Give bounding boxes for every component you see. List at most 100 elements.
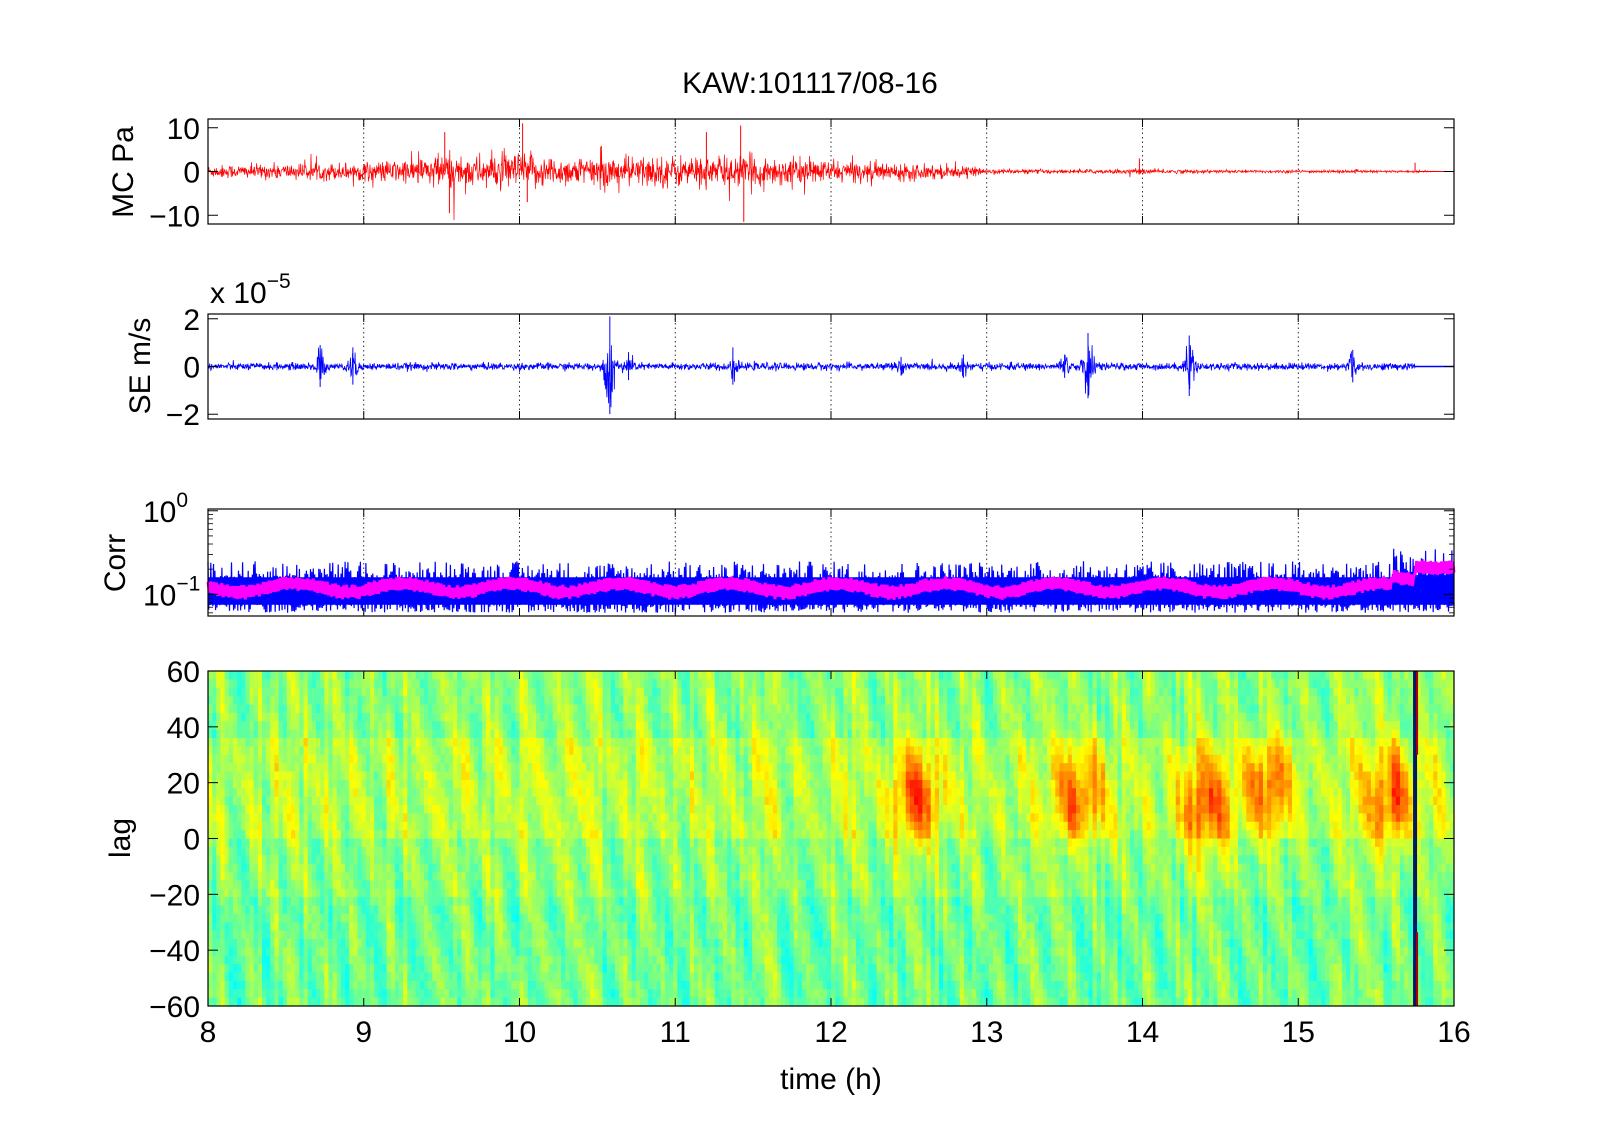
heatmap-cell (544, 771, 550, 781)
heatmap-cell (502, 771, 508, 781)
heatmap-cell (224, 805, 230, 814)
heatmap-cell (639, 872, 645, 881)
heatmap-cell (394, 771, 400, 781)
heatmap-cell (303, 704, 309, 714)
heatmap-cell (365, 880, 371, 890)
heatmap-cell (606, 888, 612, 898)
heatmap-cell (440, 805, 446, 814)
heatmap-cell (411, 838, 417, 848)
heatmap-cell (685, 796, 691, 806)
heatmap-cell (299, 872, 305, 881)
heatmap-cell (411, 989, 417, 999)
heatmap-cell (291, 805, 296, 814)
heatmap-cell (444, 980, 450, 990)
heatmap-cell (644, 779, 649, 789)
heatmap-cell (669, 821, 674, 831)
heatmap-cell (585, 763, 591, 773)
heatmap-cell (237, 712, 242, 722)
heatmap-cell (689, 888, 695, 898)
heatmap-cell (619, 980, 624, 990)
heatmap-cell (216, 805, 222, 814)
heatmap-cell (315, 738, 321, 747)
heatmap-cell (673, 855, 678, 865)
heatmap-cell (365, 679, 371, 689)
heatmap-cell (411, 997, 417, 1007)
heatmap-cell (224, 671, 230, 680)
heatmap-cell (677, 830, 683, 840)
heatmap-cell (494, 813, 500, 823)
heatmap-cell (291, 872, 296, 881)
heatmap-cell (669, 846, 674, 856)
heatmap-cell (565, 696, 570, 706)
heatmap-cell (656, 897, 662, 907)
heatmap-cell (394, 696, 400, 706)
heatmap-cell (444, 696, 450, 706)
heatmap-cell (644, 947, 649, 957)
heatmap-cell (407, 863, 413, 873)
heatmap-cell (282, 679, 288, 689)
heatmap-cell (245, 813, 251, 823)
heatmap-cell (419, 796, 425, 806)
heatmap-cell (619, 964, 624, 974)
heatmap-cell (569, 721, 575, 731)
heatmap-cell (448, 754, 454, 764)
heatmap-cell (519, 997, 525, 1007)
heatmap-cell (440, 939, 446, 948)
heatmap-cell (639, 746, 645, 756)
heatmap-cell (461, 788, 467, 798)
heatmap-cell (428, 830, 433, 840)
heatmap-cell (324, 796, 330, 806)
heatmap-cell (556, 872, 562, 881)
heatmap-cell (556, 779, 562, 789)
heatmap-cell (232, 712, 238, 722)
heatmap-cell (594, 964, 600, 974)
heatmap-cell (548, 679, 554, 689)
heatmap-cell (353, 888, 359, 898)
heatmap-cell (232, 679, 238, 689)
heatmap-cell (411, 687, 417, 697)
heatmap-cell (266, 913, 271, 923)
heatmap-cell (531, 947, 537, 957)
heatmap-cell (540, 939, 546, 948)
heatmap-cell (527, 980, 533, 990)
heatmap-cell (353, 897, 359, 907)
heatmap-cell (340, 846, 346, 856)
heatmap-cell (378, 813, 384, 823)
heatmap-cell (270, 679, 276, 689)
heatmap-cell (432, 721, 438, 731)
heatmap-cell (245, 721, 251, 731)
heatmap-cell (453, 897, 458, 907)
heatmap-cell (320, 830, 325, 840)
heatmap-cell (440, 779, 446, 789)
heatmap-cell (544, 696, 550, 706)
heatmap-cell (490, 779, 496, 789)
heatmap-cell (394, 788, 400, 798)
heatmap-cell (693, 863, 699, 873)
heatmap-cell (386, 671, 392, 680)
heatmap-cell (369, 947, 375, 957)
heatmap-cell (332, 830, 338, 840)
heatmap-cell (436, 796, 442, 806)
heatmap-cell (685, 704, 691, 714)
heatmap-cell (361, 905, 367, 915)
heatmap-cell (436, 712, 442, 722)
heatmap-cell (315, 905, 321, 915)
heatmap-cell (606, 955, 612, 965)
heatmap-cell (419, 872, 425, 881)
heatmap-cell (698, 964, 703, 974)
heatmap-cell (212, 721, 217, 731)
heatmap-cell (635, 712, 641, 722)
heatmap-cell (336, 729, 342, 739)
heatmap-cell (399, 888, 404, 898)
se-trace (207, 344, 1454, 408)
heatmap-cell (544, 704, 550, 714)
heatmap-cell (693, 679, 699, 689)
heatmap-cell (590, 863, 595, 873)
heatmap-cell (349, 955, 354, 965)
heatmap-cell (548, 922, 554, 932)
heatmap-cell (245, 830, 251, 840)
heatmap-cell (411, 972, 417, 982)
heatmap-cell (515, 830, 521, 840)
heatmap-cell (465, 696, 471, 706)
heatmap-cell (386, 679, 392, 689)
